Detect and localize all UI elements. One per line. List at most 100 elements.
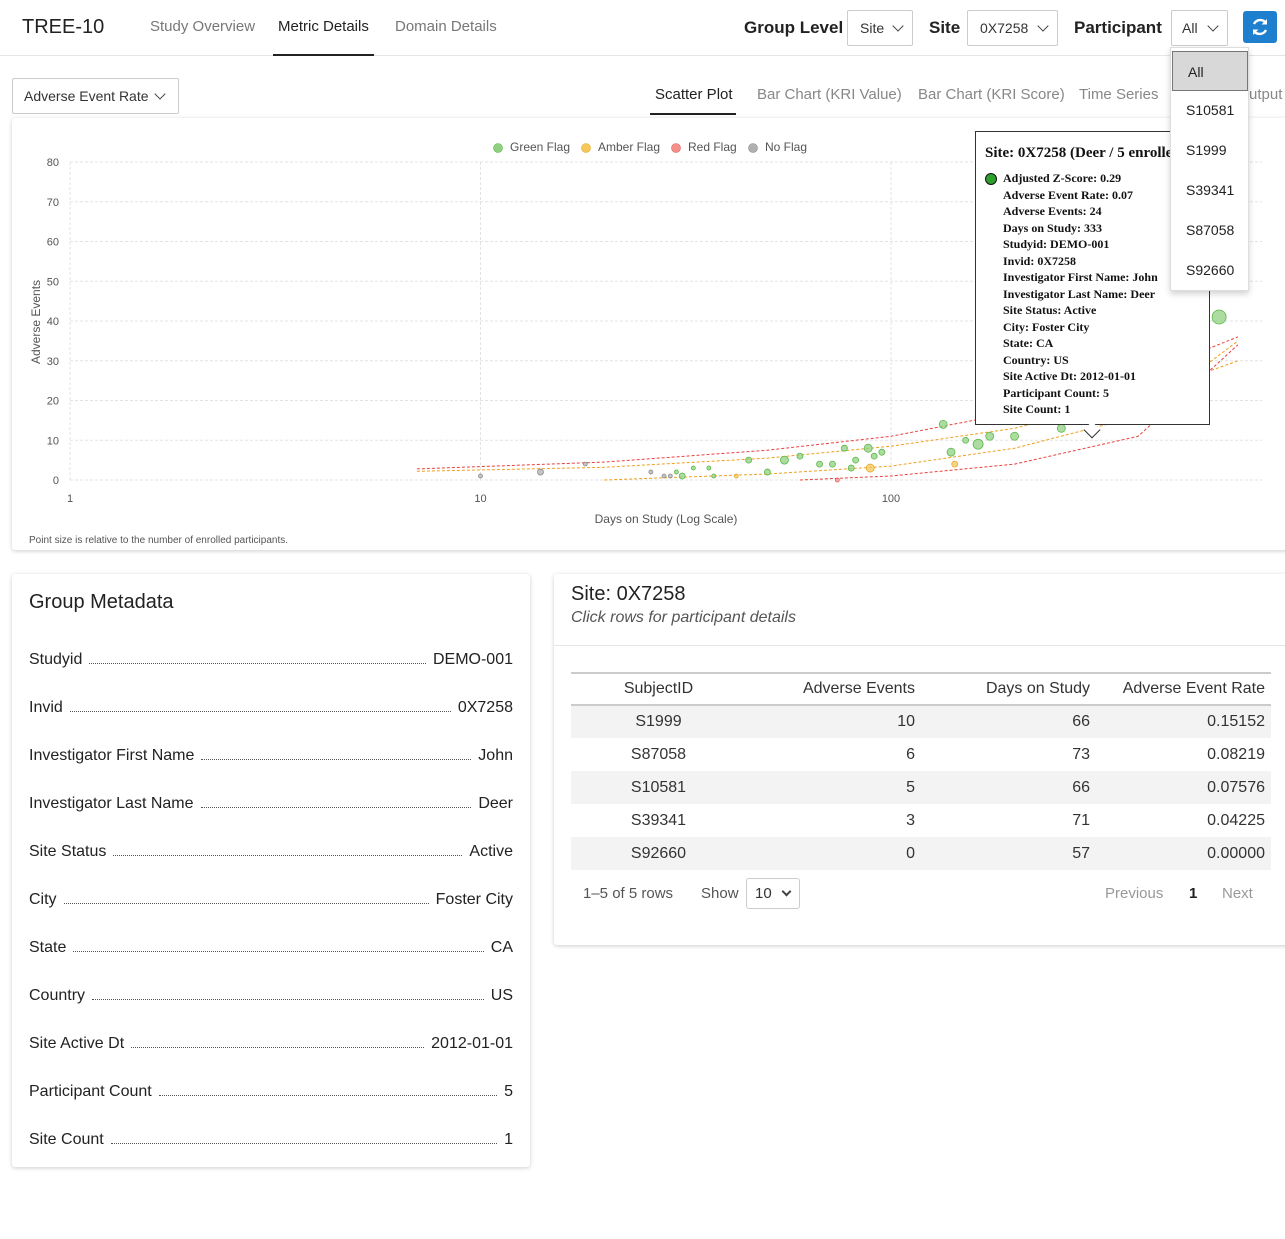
y-tick-label: 10: [47, 435, 59, 447]
scatter-point[interactable]: [834, 477, 840, 483]
tab-metric-details[interactable]: Metric Details: [273, 18, 374, 56]
participant-option-all[interactable]: All: [1172, 51, 1248, 91]
table-row[interactable]: S92660 0 57 0.00000: [571, 837, 1271, 870]
legend-label: Amber Flag: [598, 140, 660, 154]
participant-select[interactable]: All: [1171, 10, 1228, 46]
chevron-down-icon: [1037, 20, 1049, 32]
scatter-point[interactable]: [841, 444, 848, 452]
days-on-study-cell: 66: [921, 771, 1096, 804]
tooltip-lines: Adjusted Z-Score: 0.29 Adverse Event Rate…: [1003, 170, 1158, 418]
table-row[interactable]: S87058 6 73 0.08219: [571, 738, 1271, 771]
previous-page-button[interactable]: Previous: [1105, 885, 1164, 902]
tab-bar-chart-kri-value[interactable]: Bar Chart (KRI Value): [757, 86, 902, 103]
column-header-adverse-event-rate[interactable]: Adverse Event Rate: [1096, 672, 1271, 706]
scatter-point[interactable]: [951, 460, 959, 468]
y-tick-label: 0: [53, 475, 59, 487]
metadata-key: Country: [29, 987, 86, 1004]
scatter-point[interactable]: [985, 431, 995, 441]
column-header-adverse-events[interactable]: Adverse Events: [746, 672, 921, 706]
tooltip-line: Adverse Event Rate: 0.07: [1003, 187, 1133, 202]
scatter-point[interactable]: [478, 473, 483, 479]
legend-marker: [581, 143, 591, 153]
days-on-study-cell: 71: [1072, 811, 1090, 829]
metric-select[interactable]: Adverse Event Rate: [12, 78, 179, 114]
table-row[interactable]: S1999 10 66 0.15152: [571, 705, 1271, 738]
page-size-value: 10: [755, 885, 772, 902]
tooltip-line: State: CA: [1003, 336, 1054, 350]
scatter-point[interactable]: [847, 464, 855, 472]
metadata-row: State CA: [29, 933, 513, 957]
adverse-event-rate-cell: 0.07576: [1096, 771, 1271, 804]
scatter-point[interactable]: [582, 461, 588, 467]
tooltip-line: Site Active Dt: 2012-01-01: [1003, 369, 1136, 383]
table-row[interactable]: S39341 3 71 0.04225: [571, 804, 1271, 837]
metadata-value: 5: [504, 1083, 513, 1100]
scatter-point[interactable]: [865, 463, 875, 473]
dot-leader: [89, 663, 426, 664]
site-label: Site: [929, 18, 961, 37]
subjectid-cell: S1999: [571, 705, 746, 738]
scatter-point[interactable]: [1056, 423, 1066, 433]
scatter-point[interactable]: [690, 465, 696, 471]
scatter-point[interactable]: [780, 455, 789, 465]
scatter-point[interactable]: [711, 473, 717, 479]
scatter-point[interactable]: [816, 460, 824, 468]
tab-output[interactable]: utput: [1249, 86, 1283, 103]
scatter-point[interactable]: [852, 456, 860, 464]
scatter-point[interactable]: [878, 448, 886, 456]
metadata-key: Investigator First Name: [29, 747, 195, 764]
group-level-select[interactable]: Site: [847, 10, 913, 46]
tab-time-series[interactable]: Time Series: [1079, 86, 1159, 103]
days-on-study-cell: 66: [921, 705, 1096, 738]
site-select[interactable]: 0X7258: [967, 10, 1058, 46]
current-page-button[interactable]: 1: [1189, 885, 1198, 902]
metadata-title: Group Metadata: [29, 591, 174, 613]
metadata-value: US: [490, 987, 513, 1004]
dot-leader: [92, 999, 484, 1000]
dot-leader: [110, 1143, 498, 1144]
scatter-point[interactable]: [962, 436, 970, 444]
tooltip-line: Invid: 0X7258: [1003, 253, 1077, 268]
scatter-point[interactable]: [946, 447, 956, 457]
scatter-point[interactable]: [537, 468, 544, 476]
days-on-study-cell: 57: [921, 837, 1096, 870]
scatter-point[interactable]: [938, 419, 948, 429]
scatter-point[interactable]: [863, 443, 873, 453]
participant-option[interactable]: S87058: [1186, 222, 1235, 238]
column-header-subjectid[interactable]: SubjectID: [571, 672, 746, 706]
participant-option[interactable]: S1999: [1186, 142, 1227, 158]
metadata-value: CA: [490, 939, 513, 956]
scatter-point[interactable]: [972, 438, 984, 450]
scatter-point[interactable]: [706, 465, 712, 471]
tab-scatter-plot[interactable]: Scatter Plot: [650, 86, 736, 115]
scatter-point[interactable]: [661, 473, 667, 479]
tab-bar-chart-kri-score[interactable]: Bar Chart (KRI Score): [918, 86, 1065, 103]
participant-option[interactable]: S10581: [1186, 102, 1235, 118]
refresh-button[interactable]: [1243, 11, 1277, 43]
participant-option[interactable]: S92660: [1186, 262, 1235, 278]
scatter-point[interactable]: [667, 473, 673, 479]
chevron-down-icon: [1207, 20, 1219, 32]
page-size-select[interactable]: 10: [746, 878, 800, 909]
table-row[interactable]: S10581 5 66 0.07576: [571, 771, 1271, 804]
scatter-point[interactable]: [1211, 309, 1227, 325]
scatter-point[interactable]: [745, 456, 753, 464]
scatter-point[interactable]: [796, 452, 804, 460]
scatter-point[interactable]: [870, 452, 878, 460]
column-header-days-on-study[interactable]: Days on Study: [921, 672, 1096, 706]
scatter-point[interactable]: [673, 469, 679, 475]
next-page-button[interactable]: Next: [1222, 885, 1253, 902]
scatter-point[interactable]: [733, 473, 739, 479]
tooltip-line: Site Status: Active: [1003, 303, 1097, 317]
pager-show-label: Show: [701, 885, 739, 902]
scatter-point[interactable]: [1010, 431, 1019, 441]
tab-study-overview[interactable]: Study Overview: [150, 18, 256, 35]
tab-domain-details[interactable]: Domain Details: [395, 18, 497, 35]
scatter-point[interactable]: [678, 472, 686, 480]
scatter-point[interactable]: [648, 469, 654, 475]
metadata-key: Studyid: [29, 651, 83, 668]
scatter-point[interactable]: [764, 468, 771, 476]
dot-leader: [200, 807, 472, 808]
scatter-point[interactable]: [829, 460, 836, 468]
participant-option[interactable]: S39341: [1186, 182, 1235, 198]
